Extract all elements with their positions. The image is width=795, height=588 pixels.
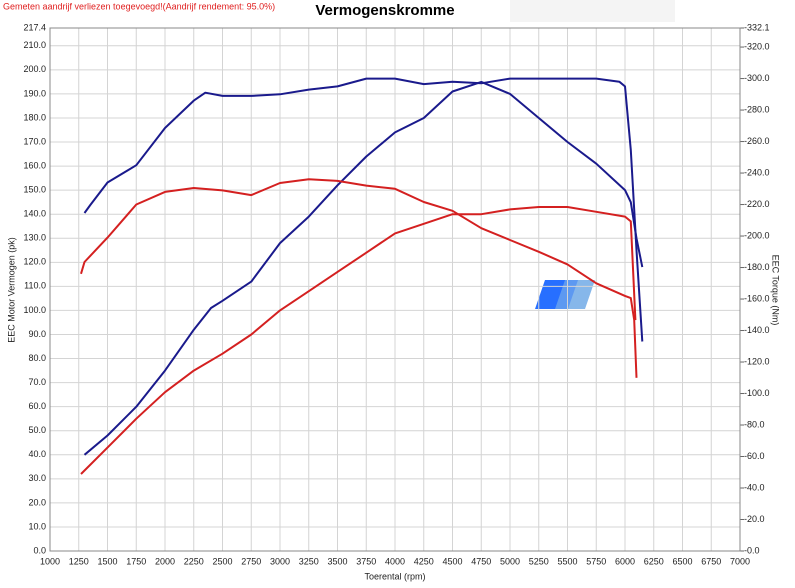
grid bbox=[49, 27, 741, 552]
y2-tick-label: -260.0 bbox=[744, 136, 770, 146]
y-tick-label: 30.0 bbox=[28, 473, 46, 483]
y-tick-label: 150.0 bbox=[23, 185, 46, 195]
y2-tick-label: -300.0 bbox=[744, 73, 770, 83]
chart-title: Vermogenskromme bbox=[315, 2, 454, 19]
x-tick-label: 6000 bbox=[615, 556, 635, 566]
y-tick-label: 80.0 bbox=[28, 353, 46, 363]
y2-tick-label: -80.0 bbox=[744, 419, 765, 429]
y-tick-label: 100.0 bbox=[23, 305, 46, 315]
x-tick-label: 4000 bbox=[385, 556, 405, 566]
x-tick-label: 4250 bbox=[414, 556, 434, 566]
y2-tick-label: -140.0 bbox=[744, 325, 770, 335]
x-tick-label: 2750 bbox=[241, 556, 261, 566]
x-tick-label: 7000 bbox=[730, 556, 750, 566]
x-tick-label: 1250 bbox=[69, 556, 89, 566]
x-tick-label: 2250 bbox=[184, 556, 204, 566]
y2-axis-label: EEC Torque (Nm) bbox=[771, 255, 781, 326]
y-tick-label: 140.0 bbox=[23, 209, 46, 219]
x-tick-label: 3750 bbox=[356, 556, 376, 566]
x-tick-label: 1000 bbox=[40, 556, 60, 566]
x-tick-label: 2000 bbox=[155, 556, 175, 566]
y-tick-label: 20.0 bbox=[28, 497, 46, 507]
x-tick-label: 5500 bbox=[557, 556, 577, 566]
x-tick-label: 5000 bbox=[500, 556, 520, 566]
y2-tick-label: -200.0 bbox=[744, 230, 770, 240]
x-tick-label: 3500 bbox=[327, 556, 347, 566]
y2-tick-label: -180.0 bbox=[744, 262, 770, 272]
y-tick-label: 50.0 bbox=[28, 425, 46, 435]
y-tick-label: 120.0 bbox=[23, 257, 46, 267]
y2-tick-label: -320.0 bbox=[744, 41, 770, 51]
series-line bbox=[83, 80, 644, 456]
y2-tick-label: -220.0 bbox=[744, 199, 770, 209]
y2-tick-label: -40.0 bbox=[744, 482, 765, 492]
y-tick-label: 180.0 bbox=[23, 112, 46, 122]
y-tick-label: 0.0 bbox=[33, 545, 46, 555]
x-tick-label: 4500 bbox=[442, 556, 462, 566]
y-tick-label: 130.0 bbox=[23, 233, 46, 243]
plot-frame bbox=[49, 27, 741, 552]
x-tick-label: 5750 bbox=[586, 556, 606, 566]
series-line bbox=[80, 178, 638, 378]
y2-tick-label: -160.0 bbox=[744, 293, 770, 303]
y2-tick-label: -0.0 bbox=[744, 545, 760, 555]
y2-tick-label: -240.0 bbox=[744, 167, 770, 177]
y2-tick-label: -120.0 bbox=[744, 356, 770, 366]
y-tick-label: 160.0 bbox=[23, 160, 46, 170]
y-tick-label: 70.0 bbox=[28, 377, 46, 387]
x-tick-label: 3250 bbox=[299, 556, 319, 566]
annotation: Gemeten aandrijf verliezen toegevoegd!(A… bbox=[3, 1, 275, 11]
x-tick-label: 6250 bbox=[644, 556, 664, 566]
x-tick-label: 2500 bbox=[212, 556, 232, 566]
y-tick-label: 90.0 bbox=[28, 329, 46, 339]
x-tick-label: 5250 bbox=[529, 556, 549, 566]
y2-tick-label: -332.1 bbox=[744, 22, 770, 32]
series-line bbox=[80, 206, 637, 475]
y2-tick-label: -100.0 bbox=[744, 388, 770, 398]
y-tick-label: 190.0 bbox=[23, 88, 46, 98]
x-tick-label: 3000 bbox=[270, 556, 290, 566]
y-tick-label: 40.0 bbox=[28, 449, 46, 459]
x-tick-label: 6500 bbox=[672, 556, 692, 566]
y2-tick-label: -20.0 bbox=[744, 514, 765, 524]
x-tick-label: 1500 bbox=[97, 556, 117, 566]
y2-tick-label: -60.0 bbox=[744, 451, 765, 461]
x-tick-label: 4750 bbox=[471, 556, 491, 566]
x-axis-label: Toerental (rpm) bbox=[364, 571, 425, 581]
y-tick-label: 200.0 bbox=[23, 64, 46, 74]
title-box bbox=[510, 0, 675, 22]
series-line bbox=[83, 77, 644, 342]
y-tick-label: 10.0 bbox=[28, 521, 46, 531]
y-tick-label: 110.0 bbox=[24, 281, 46, 291]
y-axis-label: EEC Motor Vermogen (pk) bbox=[6, 237, 16, 343]
y-tick-label: 170.0 bbox=[23, 136, 46, 146]
y2-tick-label: -280.0 bbox=[744, 104, 770, 114]
y-tick-label: 217.4 bbox=[23, 22, 46, 32]
y-tick-label: 60.0 bbox=[28, 401, 46, 411]
x-tick-label: 1750 bbox=[126, 556, 146, 566]
watermark bbox=[535, 280, 595, 309]
x-tick-label: 6750 bbox=[701, 556, 721, 566]
y-tick-label: 210.0 bbox=[23, 40, 46, 50]
